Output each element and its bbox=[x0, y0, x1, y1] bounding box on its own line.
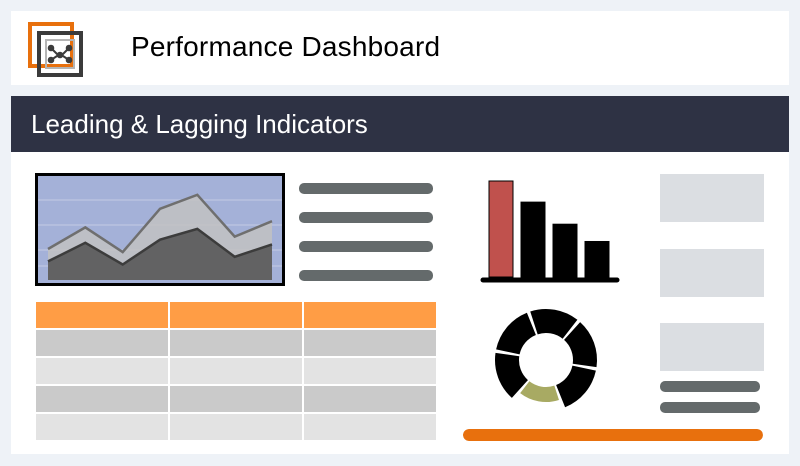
data-table bbox=[36, 302, 436, 442]
table-cell bbox=[170, 330, 302, 356]
donut-segment bbox=[496, 312, 536, 355]
table-cell bbox=[36, 302, 168, 328]
table-cell bbox=[170, 386, 302, 412]
table-row bbox=[36, 414, 436, 442]
table-cell bbox=[304, 414, 436, 440]
dashboard-logo-icon bbox=[27, 21, 83, 77]
dashboard-card: Performance Dashboard Leading & Lagging … bbox=[11, 11, 789, 454]
header: Performance Dashboard bbox=[11, 11, 789, 85]
area-series-line-1 bbox=[47, 193, 273, 254]
donut-segment bbox=[495, 352, 528, 398]
donut-chart[interactable] bbox=[491, 305, 601, 415]
table-cell bbox=[170, 414, 302, 440]
bar-chart[interactable] bbox=[479, 171, 624, 286]
table-row bbox=[36, 358, 436, 386]
table-cell bbox=[36, 386, 168, 412]
table-cell bbox=[304, 386, 436, 412]
table-cell bbox=[304, 302, 436, 328]
placeholder-line bbox=[299, 183, 433, 194]
area-series-2 bbox=[48, 228, 272, 280]
table-cell bbox=[36, 358, 168, 384]
table-header-row bbox=[36, 302, 436, 330]
donut-segment bbox=[564, 322, 597, 368]
table-row bbox=[36, 386, 436, 414]
placeholder-line bbox=[660, 381, 760, 392]
bar bbox=[584, 240, 610, 278]
area-series-line-2 bbox=[47, 227, 273, 266]
placeholder-line bbox=[299, 241, 433, 252]
table-cell bbox=[36, 330, 168, 356]
bar bbox=[520, 201, 546, 278]
placeholder-line bbox=[299, 212, 433, 223]
area-chart bbox=[38, 193, 282, 280]
section-title: Leading & Lagging Indicators bbox=[31, 109, 368, 139]
table-row bbox=[36, 330, 436, 358]
table-cell bbox=[304, 358, 436, 384]
donut-segment bbox=[556, 365, 596, 408]
placeholder-block bbox=[660, 174, 764, 222]
bar bbox=[552, 223, 578, 278]
table-cell bbox=[170, 358, 302, 384]
bar bbox=[488, 180, 514, 278]
header-divider bbox=[11, 85, 789, 96]
progress-fill bbox=[463, 429, 763, 441]
donut-segment bbox=[530, 309, 578, 339]
section-header: Leading & Lagging Indicators bbox=[11, 96, 789, 152]
table-cell bbox=[36, 414, 168, 440]
placeholder-block bbox=[660, 249, 764, 297]
placeholder-block bbox=[660, 323, 764, 371]
area-chart-panel[interactable] bbox=[35, 173, 285, 286]
table-cell bbox=[304, 330, 436, 356]
donut-segment bbox=[520, 381, 559, 402]
placeholder-line bbox=[660, 402, 760, 413]
progress-bar bbox=[463, 429, 763, 441]
placeholder-line bbox=[299, 270, 433, 281]
page-title: Performance Dashboard bbox=[131, 31, 441, 62]
table-cell bbox=[170, 302, 302, 328]
